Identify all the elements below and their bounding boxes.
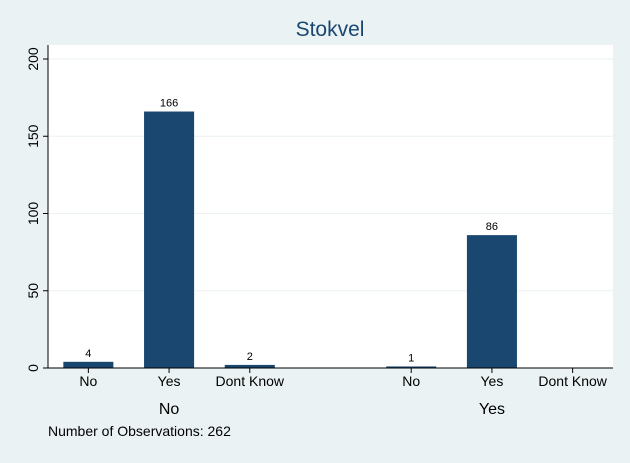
x-tick-label: No (402, 373, 420, 389)
y-axis: 0 50 100 150 200 (25, 45, 49, 372)
y-tick-label: 0 (25, 364, 41, 372)
y-tick-label: 50 (25, 283, 41, 299)
data-label: 166 (160, 98, 178, 110)
bars: 4 166 2 1 86 (63, 98, 517, 368)
y-tick-label: 200 (25, 47, 41, 71)
x-tick-label: Yes (158, 373, 181, 389)
data-label: 1 (408, 352, 414, 364)
bar (386, 366, 437, 368)
observations-note: Number of Observations: 262 (48, 423, 231, 439)
grid-lines (49, 58, 613, 292)
group-label: No (159, 401, 180, 418)
bar (144, 111, 195, 368)
x-tick-label: Yes (481, 373, 504, 389)
data-label: 86 (486, 221, 498, 233)
x-tick-label: Dont Know (538, 373, 607, 389)
bar (224, 364, 275, 368)
data-label: 2 (247, 351, 253, 363)
x-tick-label: Dont Know (216, 373, 285, 389)
chart-title: Stokvel (296, 18, 365, 41)
y-tick-label: 100 (25, 202, 41, 226)
data-label: 4 (85, 348, 91, 360)
bar (63, 361, 114, 368)
plot-area (48, 45, 613, 368)
x-tick-label: No (79, 373, 97, 389)
bar (466, 235, 517, 368)
group-label: Yes (479, 401, 505, 418)
x-axis: No Yes Dont Know No No Yes Dont Know Yes (48, 367, 613, 418)
y-tick-label: 150 (25, 124, 41, 148)
